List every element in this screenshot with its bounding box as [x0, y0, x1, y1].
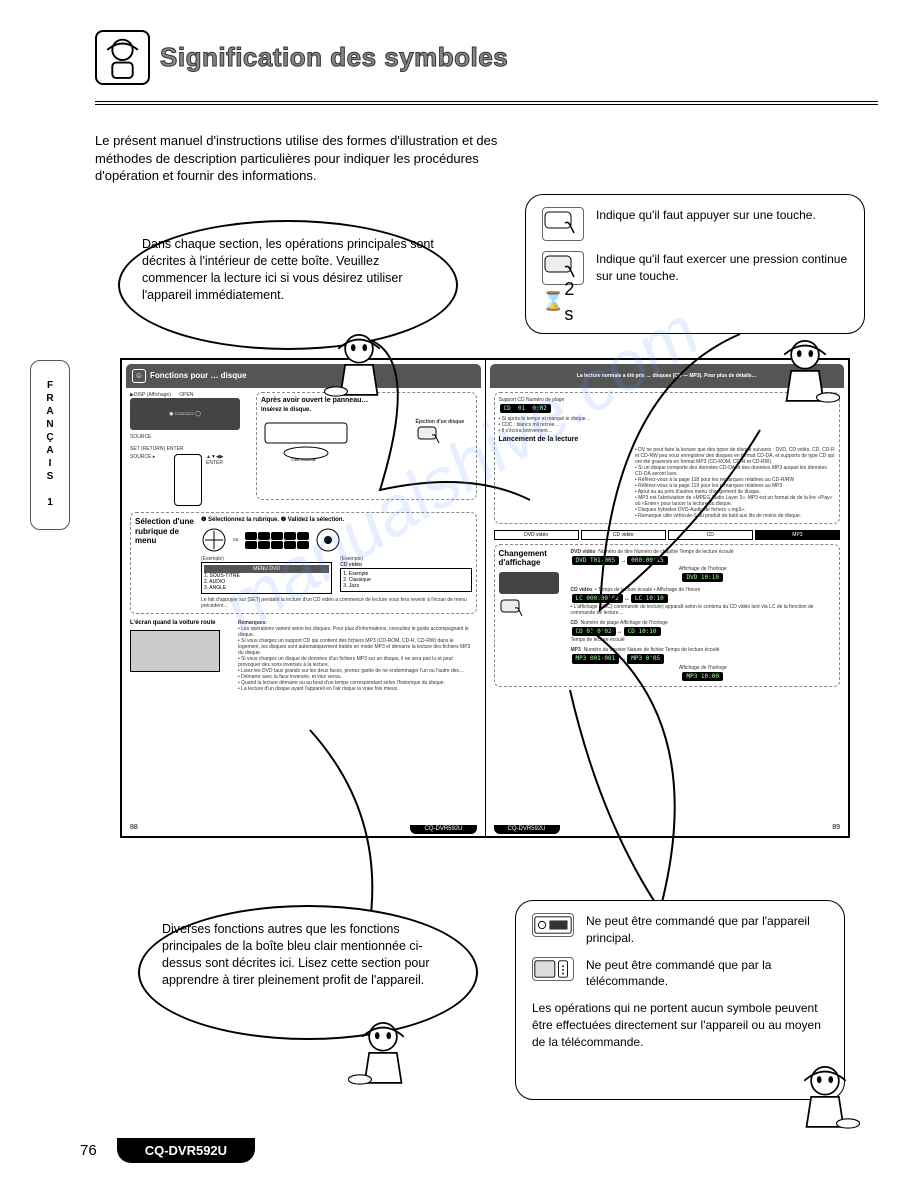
hourglass-icon: ⌛ 2 s [542, 285, 584, 319]
legend-main-unit-text: Ne peut être commandé que par l'appareil… [586, 913, 828, 947]
hourglass-label: 2 s [564, 277, 584, 327]
keypad-icon [245, 532, 309, 549]
radio-unit-illustration: ◉ ▭▭▭▭ ◯ [130, 398, 240, 430]
press-button-icon [542, 207, 584, 241]
mascot-icon [324, 328, 394, 403]
model-pill: CQ-DVR592U [117, 1138, 255, 1163]
remote-control-icon [532, 957, 574, 981]
legend-remote-text: Ne peut être commandé que par la télécom… [586, 957, 828, 991]
menu-section-label: Sélection d'une rubrique de menu [135, 517, 195, 609]
header-icon: ☺ [132, 369, 146, 383]
page-title: Signification des symboles [160, 42, 508, 73]
callout-main-operations: Dans chaque section, les opérations prin… [118, 220, 458, 350]
enter-icon [315, 527, 341, 553]
menu-dvd-header: MENU DVD [204, 565, 329, 573]
disc-insert-illustration: Côté étiquette [261, 419, 351, 461]
header-mascot-icon [95, 30, 150, 85]
source-label-2: SOURCE ▸ [130, 454, 170, 506]
page-number: 76 [80, 1142, 97, 1159]
main-unit-icon [532, 913, 574, 937]
spread-left-title: Fonctions pour … disque [150, 371, 246, 381]
cd-video-items: 1. Exemple 2. Classique 3. Jazz [340, 568, 471, 592]
legend-hold-text: Indique qu'il faut exercer une pression … [596, 251, 848, 285]
joystick-icon [201, 527, 227, 553]
remarques-text: • Les opérations varient selon les disqu… [238, 626, 477, 692]
spread-right-pagenum: 89 [832, 824, 840, 832]
ecran-title: L'écran quand la voiture roule [130, 620, 230, 627]
mascot-icon [770, 334, 840, 409]
language-side-tab: FRANÇAIS 1 [30, 360, 70, 530]
change-display-title: Changement d'affichage [499, 549, 565, 568]
tab-dvd: DVD vidéo [494, 530, 579, 540]
model-badge-right: CQ-DVR592U [494, 825, 560, 834]
callout-other-functions: Diverses fonctions autres que les foncti… [138, 905, 478, 1040]
remote-illustration [174, 454, 202, 506]
callout-pointer [560, 620, 760, 920]
legend-press-hold: Indique qu'il faut appuyer sur une touch… [525, 194, 865, 334]
set-label: SET (RETURN) ENTER [130, 446, 250, 452]
press-hand-icon [499, 598, 529, 622]
intro-paragraph: Le présent manuel d'instructions utilise… [0, 107, 530, 185]
legend-no-symbol-text: Les opérations qui ne portent aucun symb… [532, 1000, 828, 1050]
svg-text:Côté étiquette: Côté étiquette [291, 457, 317, 461]
legend-press-text: Indique qu'il faut appuyer sur une touch… [596, 207, 816, 224]
menu-footnote: Le fait d'appuyer sur [SET] pendant la l… [201, 597, 472, 609]
mascot-icon [790, 1060, 860, 1135]
nav-label: ▲▼◀▶ENTER [206, 454, 236, 506]
screen-illustration [130, 630, 220, 672]
radio-small-illustration [499, 572, 559, 594]
mascot-icon [348, 1016, 418, 1091]
spread-left-pagenum: 88 [130, 824, 138, 832]
menu-dvd-items: 1. SOUS-TITRE 2. AUDIO 3. ANGLE [204, 573, 329, 591]
